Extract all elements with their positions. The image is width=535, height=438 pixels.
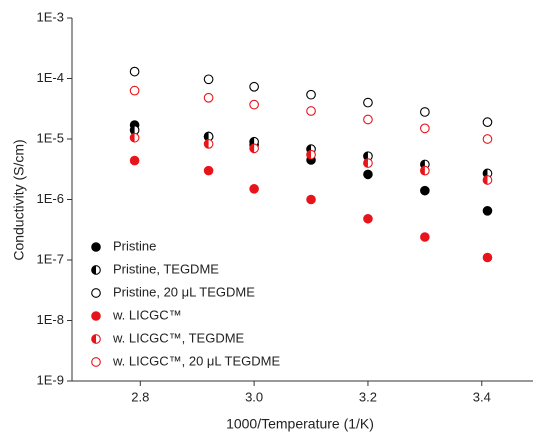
legend-label: Pristine, 20 μL TEGDME	[113, 284, 255, 299]
marker-half	[483, 175, 488, 185]
point	[129, 85, 140, 96]
legend-marker	[91, 242, 101, 252]
y-tick-label: 1E-8	[37, 312, 64, 327]
point	[306, 89, 316, 100]
point	[482, 134, 493, 144]
point	[306, 149, 316, 160]
point	[482, 252, 493, 263]
point	[420, 165, 430, 176]
y-axis-label: Conductivity (S/cm)	[11, 139, 27, 260]
x-tick-label: 2.8	[131, 389, 149, 404]
legend-marker	[91, 288, 101, 298]
point	[420, 107, 430, 117]
marker-half	[420, 166, 425, 175]
legend-label: w. LICGC™, TEGDME	[112, 330, 245, 345]
legend-label: w. LICGC™, 20 μL TEGDME	[112, 353, 280, 368]
legend-label: Pristine	[113, 238, 156, 253]
point	[482, 206, 493, 216]
point	[482, 175, 493, 185]
y-tick-label: 1E-4	[37, 70, 64, 85]
point	[203, 165, 214, 176]
marker-half	[363, 158, 368, 168]
marker-half	[363, 151, 368, 161]
x-axis-label: 1000/Temperature (1/K)	[226, 416, 374, 432]
point	[363, 97, 373, 108]
point	[363, 213, 373, 224]
point	[129, 155, 140, 166]
point	[249, 99, 259, 110]
point	[203, 92, 214, 103]
point	[129, 66, 140, 77]
point	[420, 123, 430, 134]
legend-label: w. LICGC™	[112, 307, 182, 322]
y-tick-label: 1E-6	[37, 191, 64, 206]
point	[306, 106, 316, 116]
legend-marker	[91, 357, 101, 367]
legend-marker	[91, 311, 101, 321]
marker-half	[306, 150, 312, 160]
marker-half	[91, 265, 96, 275]
point	[363, 169, 373, 180]
point	[249, 143, 259, 154]
legend-marker	[91, 334, 101, 344]
point	[249, 81, 259, 92]
y-tick-label: 1E-7	[37, 251, 64, 266]
point	[306, 194, 316, 205]
marker-half	[91, 334, 96, 344]
point	[363, 158, 373, 168]
point	[363, 151, 373, 162]
marker-half	[130, 133, 135, 143]
legend-marker	[91, 265, 101, 275]
point	[363, 114, 373, 125]
x-tick-label: 3.0	[245, 389, 263, 404]
x-tick-label: 3.4	[473, 389, 491, 404]
y-tick-label: 1E-5	[37, 130, 64, 145]
marker-half	[204, 132, 209, 141]
x-tick-label: 3.2	[359, 389, 377, 404]
y-tick-label: 1E-3	[37, 9, 64, 24]
point	[203, 139, 214, 149]
point	[129, 132, 140, 143]
point	[420, 185, 430, 196]
point	[129, 125, 140, 136]
point	[249, 184, 259, 194]
point	[420, 232, 430, 242]
y-tick-label: 1E-9	[37, 372, 64, 387]
marker-half	[130, 125, 135, 135]
marker-half	[249, 144, 255, 153]
marker-half	[204, 139, 209, 149]
point	[482, 117, 493, 127]
point	[203, 74, 214, 85]
legend-label: Pristine, TEGDME	[113, 261, 219, 276]
